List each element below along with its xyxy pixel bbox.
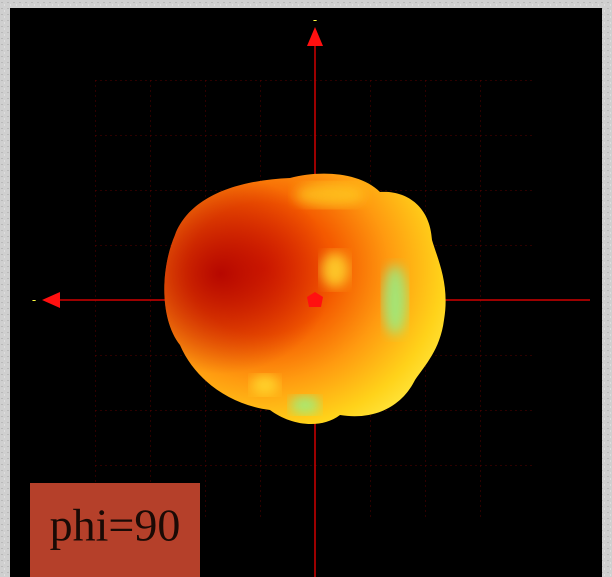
label-box xyxy=(30,483,200,577)
plot-label: phi=90 xyxy=(50,500,181,551)
axis-label: - xyxy=(32,293,36,307)
axis-arrow xyxy=(307,27,323,46)
radiation-pattern xyxy=(164,173,446,425)
axis-label: - xyxy=(313,13,317,27)
axis-arrow xyxy=(42,292,60,308)
origin-marker xyxy=(307,292,323,307)
